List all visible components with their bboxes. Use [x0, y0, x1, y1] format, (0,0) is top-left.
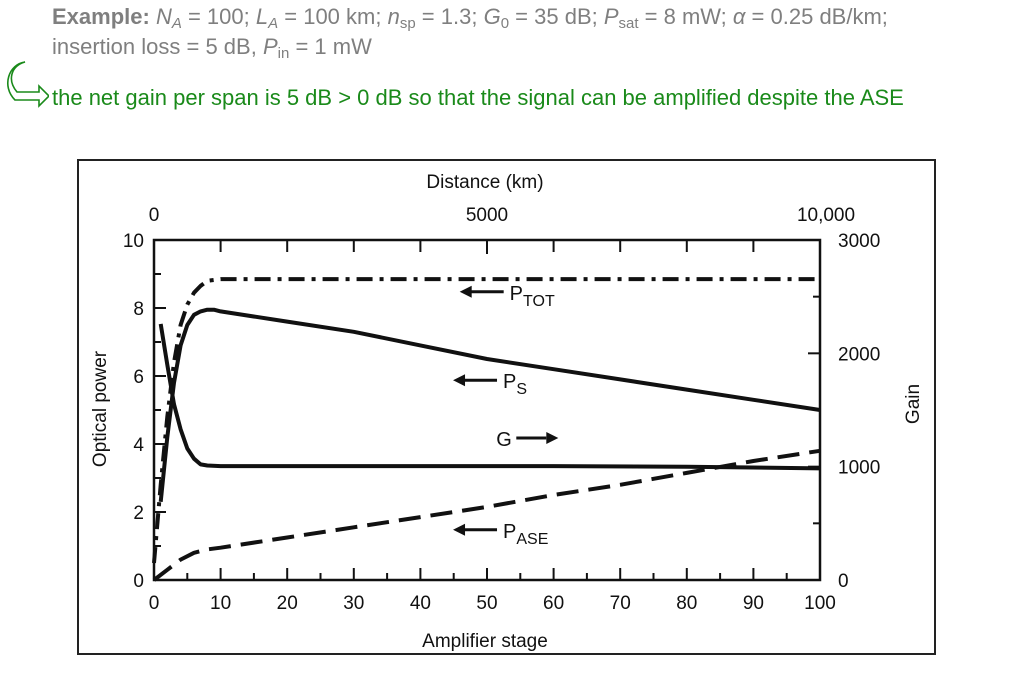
- chart-svg: 0 10 20 30 40 50 60 70 80 90 1000 5000 10,0000246810…: [90, 172, 924, 652]
- y-tick-label: 2: [133, 503, 144, 524]
- annotation-subscript: TOT: [523, 293, 555, 310]
- x-axis-label: Amplifier stage: [422, 631, 548, 652]
- x-tick-label: 50: [476, 593, 497, 614]
- x-tick-label: 90: [743, 593, 764, 614]
- y-axis-label: Optical power: [90, 350, 111, 467]
- x-tick-label: 60: [543, 593, 564, 614]
- arrow-head-icon: [546, 432, 559, 444]
- x-tick-label: 10: [210, 593, 231, 614]
- y2-tick-label: 0: [838, 571, 849, 592]
- series-gain-line: [158, 323, 821, 471]
- x-tick-label: 40: [410, 593, 431, 614]
- chart-figure: 0 10 20 30 40 50 60 70 80 90 100 0 5000 10,000 0 2 4 6 8 10…: [77, 159, 936, 655]
- annotation-label: PTOT: [510, 283, 555, 310]
- x-tick-label: 0: [149, 593, 160, 614]
- y-tick-label: 0: [133, 571, 144, 592]
- annotation-ps: PS: [453, 371, 527, 398]
- x-tick-label: 70: [610, 593, 631, 614]
- conclusion-text: the net gain per span is 5 dB > 0 dB so …: [52, 85, 904, 110]
- y2-tick-label: 3000: [838, 231, 880, 252]
- x2-axis-label: Distance (km): [426, 172, 543, 193]
- y-tick-label: 8: [133, 299, 144, 320]
- axis-ticks: 0 10 20 30 40 50 60 70 80 90 1000 5000 10,0000246810…: [123, 205, 880, 614]
- y-tick-label: 10: [123, 231, 144, 252]
- annotation-ptot: PTOT: [459, 283, 555, 310]
- annotation-gain: G: [496, 429, 559, 451]
- y-tick-label: 6: [133, 367, 144, 388]
- annotation-subscript: ASE: [516, 531, 548, 548]
- x-tick-label: 100: [804, 593, 836, 614]
- series-ps-line: [158, 307, 821, 503]
- annotation-subscript: S: [516, 381, 527, 398]
- x2-tick-label: 5000: [466, 205, 508, 226]
- y2-tick-label: 1000: [838, 458, 880, 479]
- example-label: Example:: [52, 4, 150, 29]
- y2-tick-label: 2000: [838, 344, 880, 365]
- series-ptot-line: [152, 277, 820, 564]
- x-tick-label: 80: [676, 593, 697, 614]
- annotation-label: PASE: [503, 521, 548, 548]
- annotation-label: G: [496, 429, 512, 451]
- curved-arrow-icon: [6, 61, 49, 108]
- x-tick-label: 20: [277, 593, 298, 614]
- annotation-label: PS: [503, 371, 527, 398]
- x2-tick-label: 0: [149, 205, 160, 226]
- arrow-head-icon: [453, 523, 466, 536]
- arrow-head-icon: [459, 285, 472, 298]
- annotation-pase: PASE: [453, 521, 548, 548]
- example-text: Example: NA = 100; LA = 100 km; nsp = 1.…: [52, 4, 888, 62]
- x2-tick-label: 10,000: [797, 205, 855, 226]
- series-group: [152, 277, 821, 582]
- y-tick-label: 4: [133, 435, 144, 456]
- series-pase-line: [152, 448, 821, 582]
- arrow-head-icon: [453, 374, 466, 387]
- x-tick-label: 30: [343, 593, 364, 614]
- y2-axis-label: Gain: [903, 384, 924, 424]
